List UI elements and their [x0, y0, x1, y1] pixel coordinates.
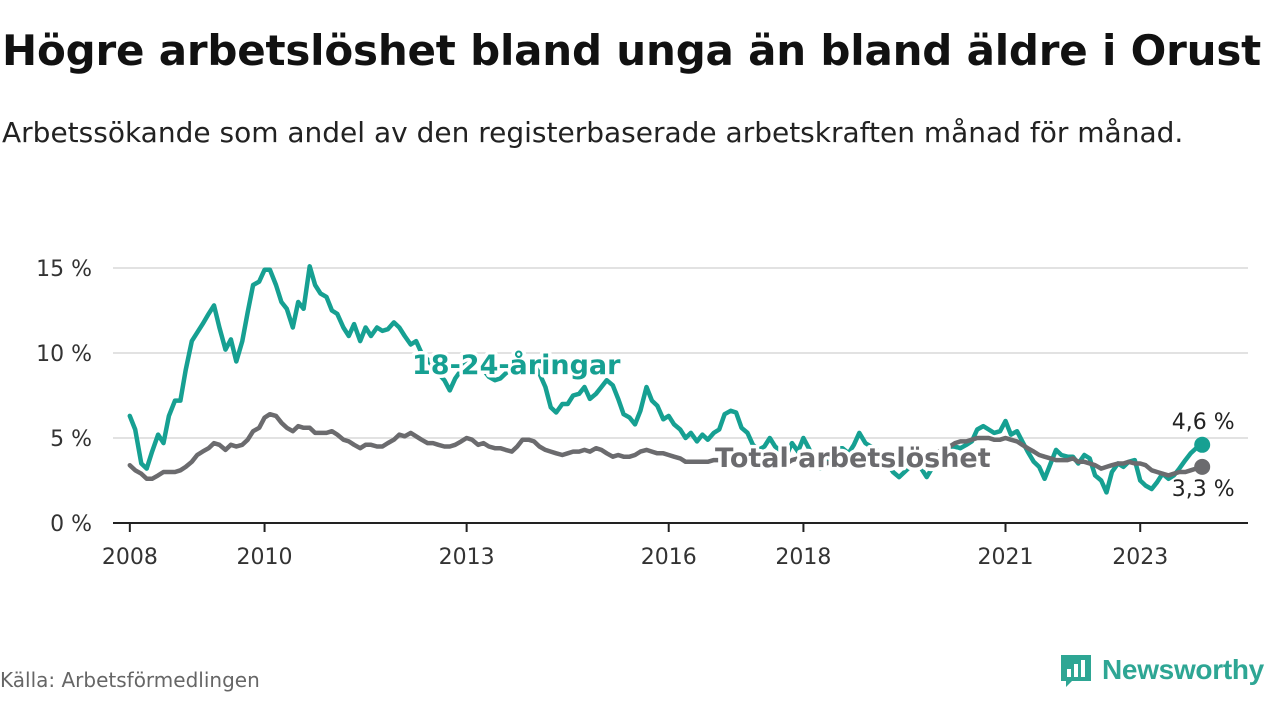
source-note: Källa: Arbetsförmedlingen [0, 668, 260, 692]
series-lines [127, 264, 1211, 495]
y-tick-label: 5 % [50, 427, 92, 452]
series-labels: 4,6 % 3,3 % 18-24-åringar Total arbetslöshe… [409, 346, 1235, 502]
y-tick-label: 10 % [36, 342, 92, 367]
series-line-youth [127, 264, 1205, 495]
brand-logo[interactable]: Newsworthy [1058, 652, 1264, 688]
chart-title: Högre arbetslöshet bland unga än bland ä… [2, 26, 1262, 75]
x-tick-label: 2018 [775, 545, 831, 570]
x-tick-label: 2016 [641, 545, 697, 570]
y-tick-label: 0 % [50, 512, 92, 537]
series-end-point [1194, 436, 1211, 453]
x-tick-label: 2023 [1112, 545, 1168, 570]
chart-subtitle: Arbetssökande som andel av den registerb… [2, 116, 1184, 149]
series-name-label: Total arbetslöshet [715, 443, 991, 474]
x-tick-label: 2013 [439, 545, 495, 570]
grid-lines [113, 267, 1248, 439]
series-end-value: 3,3 % [1172, 477, 1235, 502]
newsworthy-logo-icon [1061, 655, 1091, 687]
x-tick-label: 2010 [237, 545, 293, 570]
x-tick-label: 2008 [102, 545, 158, 570]
series-end-value: 4,6 % [1172, 410, 1235, 435]
series-end-point [1194, 458, 1211, 475]
x-tick-label: 2021 [978, 545, 1034, 570]
series-name-label: 18-24-åringar [412, 349, 621, 381]
axes: 0 % 5 % 10 % 15 % 2008 2010 2013 2016 2018 2021 20… [36, 257, 1248, 570]
series-line-total [127, 411, 1205, 482]
brand-name: Newsworthy [1102, 654, 1264, 685]
line-chart: 0 % 5 % 10 % 15 % 2008 2010 2013 2016 2018 2021 20… [36, 257, 1248, 570]
y-tick-label: 15 % [36, 257, 92, 282]
